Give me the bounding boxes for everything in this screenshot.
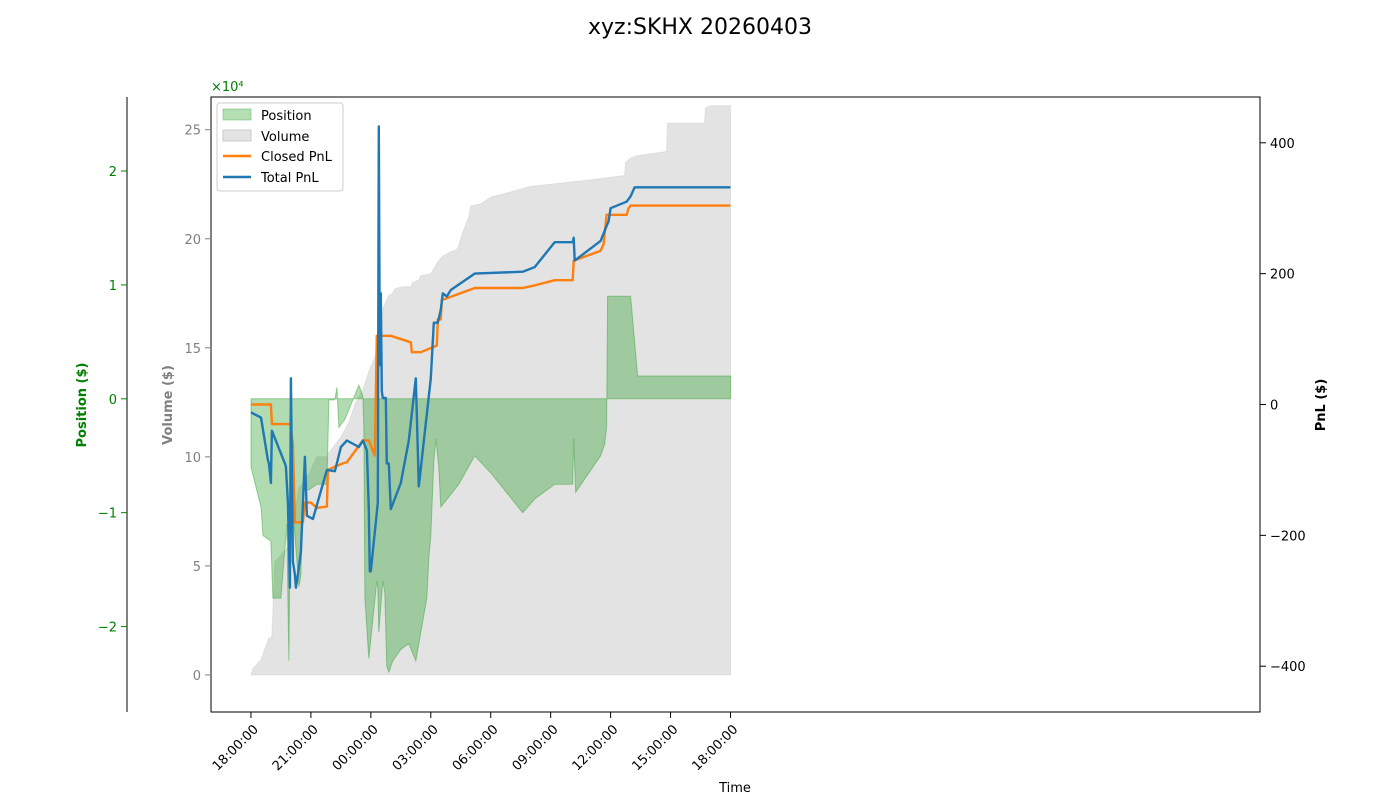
x-tick-label: 18:00:00 [689, 722, 741, 774]
position-multiplier: ×10⁴ [211, 80, 244, 95]
x-tick-label: 15:00:00 [629, 722, 681, 774]
pnl-tick-label: −400 [1270, 660, 1306, 675]
pnl-tick-label: −200 [1270, 529, 1306, 544]
volume-axis-label: Volume ($) [161, 365, 176, 445]
chart-title: xyz:SKHX 20260403 [588, 15, 812, 40]
volume-tick-label: 5 [193, 560, 201, 575]
plot-area [249, 105, 731, 676]
pnl-tick-label: 400 [1270, 137, 1295, 152]
x-tick-label: 03:00:00 [390, 722, 442, 774]
x-tick-label: 06:00:00 [450, 722, 502, 774]
volume-tick-label: 20 [184, 233, 201, 248]
position-tick-label: 2 [109, 165, 117, 180]
legend-position-label: Position [261, 109, 312, 124]
legend-position-swatch [222, 108, 252, 121]
position-axis: −2 −1 0 1 2 [98, 97, 128, 712]
volume-axis: 0 5 10 15 20 25 [184, 124, 211, 684]
position-tick-label: −2 [98, 621, 117, 636]
volume-tick-label: 0 [193, 669, 201, 684]
position-axis-label: Position ($) [75, 363, 90, 448]
total-pnl-line [250, 125, 731, 589]
legend-frame [216, 102, 344, 192]
legend-total-pnl-label: Total PnL [260, 171, 319, 186]
x-tick-label: 18:00:00 [210, 722, 262, 774]
x-tick-label: 00:00:00 [330, 722, 382, 774]
legend-volume-label: Volume [261, 130, 309, 145]
pnl-tick-label: 200 [1270, 268, 1295, 283]
volume-tick-label: 25 [184, 124, 201, 139]
pnl-axis: −400 −200 0 200 400 [1260, 137, 1306, 675]
legend-closed-pnl-label: Closed PnL [261, 150, 333, 165]
position-area [250, 295, 731, 674]
legend-volume-swatch [222, 129, 252, 142]
x-axis: 18:00:00 21:00:00 00:00:00 03:00:00 06:00:00… [210, 712, 741, 774]
position-tick-label: 0 [109, 393, 117, 408]
x-tick-label: 09:00:00 [510, 722, 562, 774]
position-tick-label: 1 [109, 279, 117, 294]
legend: Position Volume Closed PnL Total PnL [216, 102, 344, 192]
volume-tick-label: 10 [184, 451, 201, 466]
volume-tick-label: 15 [184, 342, 201, 357]
pnl-axis-label: PnL ($) [1314, 379, 1329, 432]
x-tick-label: 21:00:00 [270, 722, 322, 774]
x-axis-label: Time [718, 781, 751, 796]
pnl-tick-label: 0 [1270, 399, 1278, 414]
x-tick-label: 12:00:00 [570, 722, 622, 774]
position-tick-label: −1 [98, 507, 117, 522]
